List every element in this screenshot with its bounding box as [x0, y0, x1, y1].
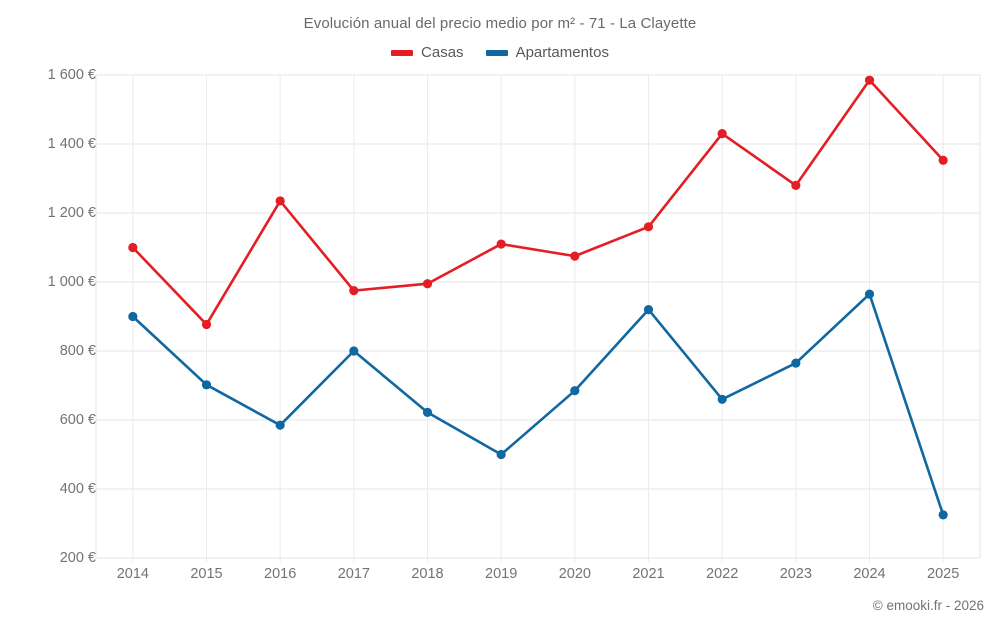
chart-title: Evolución anual del precio medio por m² … [303, 15, 697, 32]
x-tick-label: 2025 [927, 566, 960, 582]
footer-credit: © emooki.fr - 2026 [872, 598, 984, 613]
x-tick-label: 2022 [706, 566, 739, 582]
x-tick-label: 2021 [632, 566, 665, 582]
legend-label-apartamentos: Apartamentos [515, 44, 609, 61]
y-tick-label: 200 € [59, 550, 96, 566]
legend-swatch-casas-icon [391, 49, 414, 56]
x-tick-label: 2014 [116, 566, 149, 582]
legend-item-apartamentos[interactable]: Apartamentos [485, 44, 609, 61]
x-tick-label: 2023 [779, 566, 812, 582]
y-axis: 200 € 400 € 600 € 800 € 1 000 € 1 200 € 1 400 … [0, 0, 96, 625]
x-tick-label: 2015 [190, 566, 223, 582]
x-tick-label: 2016 [264, 566, 297, 582]
y-tick-label: 400 € [59, 481, 96, 497]
chart-legend: Casas Apartamentos [0, 44, 1000, 61]
y-tick-label: 600 € [59, 412, 96, 428]
x-tick-label: 2019 [485, 566, 518, 582]
y-tick-label: 1 000 € [47, 274, 96, 290]
legend-swatch-apartamentos-icon [485, 49, 508, 56]
legend-item-casas[interactable]: Casas [391, 44, 464, 61]
y-tick-label: 1 200 € [47, 205, 96, 221]
x-tick-label: 2024 [853, 566, 886, 582]
y-tick-label: 800 € [59, 343, 96, 359]
y-tick-label: 1 600 € [47, 67, 96, 83]
y-tick-label: 1 400 € [47, 136, 96, 152]
x-tick-label: 2020 [558, 566, 591, 582]
x-tick-label: 2017 [337, 566, 370, 582]
x-tick-label: 2018 [411, 566, 444, 582]
legend-label-casas: Casas [421, 44, 464, 61]
